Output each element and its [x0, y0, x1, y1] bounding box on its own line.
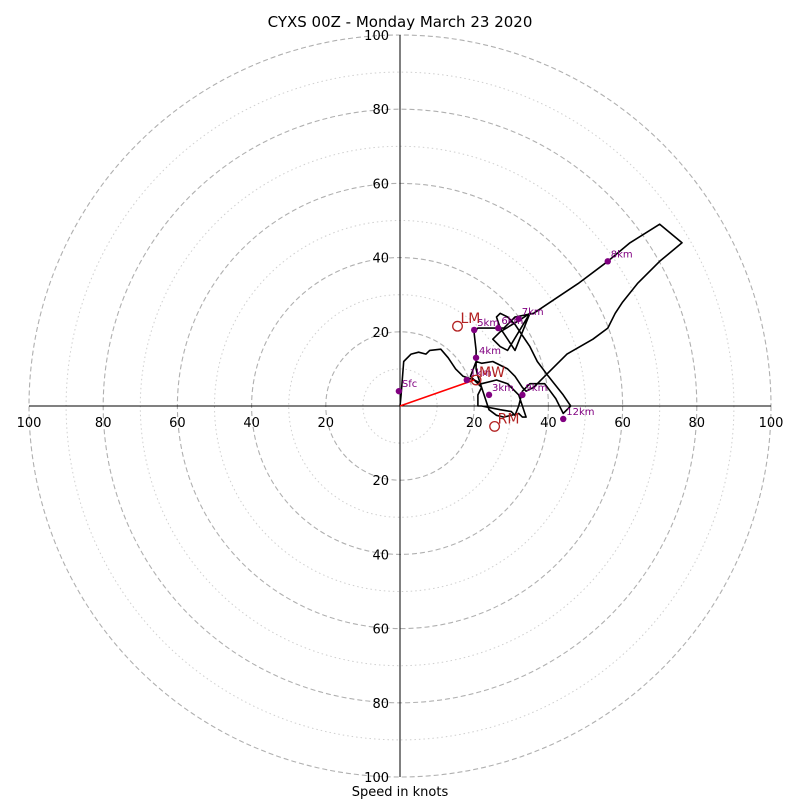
height-point-label: 7km	[522, 307, 544, 318]
height-point-label: 3km	[492, 383, 514, 394]
chart-title: CYXS 00Z - Monday March 23 2020	[268, 13, 533, 31]
storm-motion-label: RM	[498, 411, 520, 427]
y-tick-label: 100	[364, 771, 389, 786]
height-point	[515, 315, 522, 323]
height-point-label: 4km	[479, 346, 501, 357]
x-tick-label: 80	[95, 416, 112, 431]
x-tick-label: 60	[614, 416, 631, 431]
height-point	[560, 415, 567, 423]
y-tick-label: 60	[372, 623, 389, 638]
x-tick-label: 20	[466, 416, 483, 431]
x-tick-label: 60	[169, 416, 186, 431]
height-point-label: Sfc	[402, 379, 417, 390]
y-tick-label: 40	[372, 548, 389, 563]
height-point-label: 9km	[525, 383, 547, 394]
height-point	[471, 326, 478, 334]
x-tick-label: 20	[318, 416, 335, 431]
y-tick-label: 100	[364, 29, 389, 44]
x-tick-label: 40	[243, 416, 260, 431]
storm-motion-point	[470, 374, 482, 386]
tick-labels: 100 80 60 40 20 20 40 60 80 100 100 80 60 40 20 20 40 60 8…	[17, 29, 784, 786]
storm-motion-markers: LM MW RM	[452, 311, 520, 432]
y-tick-label: 80	[372, 697, 389, 712]
height-point	[495, 324, 502, 332]
x-tick-label: 100	[759, 416, 784, 431]
height-point	[395, 387, 403, 395]
storm-motion-label: LM	[461, 311, 481, 327]
height-point	[485, 391, 493, 399]
mean-wind-vector	[399, 379, 475, 407]
storm-motion-point	[489, 420, 501, 432]
mean-wind-line	[399, 379, 475, 407]
height-point	[463, 376, 470, 384]
storm-motion-point	[452, 320, 463, 332]
x-tick-label: 80	[689, 416, 706, 431]
height-point	[519, 391, 526, 399]
y-tick-label: 20	[372, 326, 389, 341]
x-tick-label: 100	[17, 416, 42, 431]
y-tick-label: 20	[372, 474, 389, 489]
height-point-label: 12km	[566, 407, 594, 418]
y-tick-label: 40	[372, 252, 389, 267]
y-tick-label: 80	[372, 103, 389, 118]
height-point-label: 6km	[501, 316, 523, 327]
height-point-label: 8km	[611, 249, 633, 260]
y-tick-label: 60	[372, 177, 389, 192]
height-point	[472, 354, 480, 361]
height-point	[604, 258, 611, 265]
storm-motion-label: MW	[479, 365, 505, 381]
height-point-label: 1km	[470, 368, 492, 379]
x-tick-label: 40	[540, 416, 557, 431]
x-axis-label: Speed in knots	[352, 785, 449, 800]
height-point-label: 5km	[477, 318, 499, 329]
